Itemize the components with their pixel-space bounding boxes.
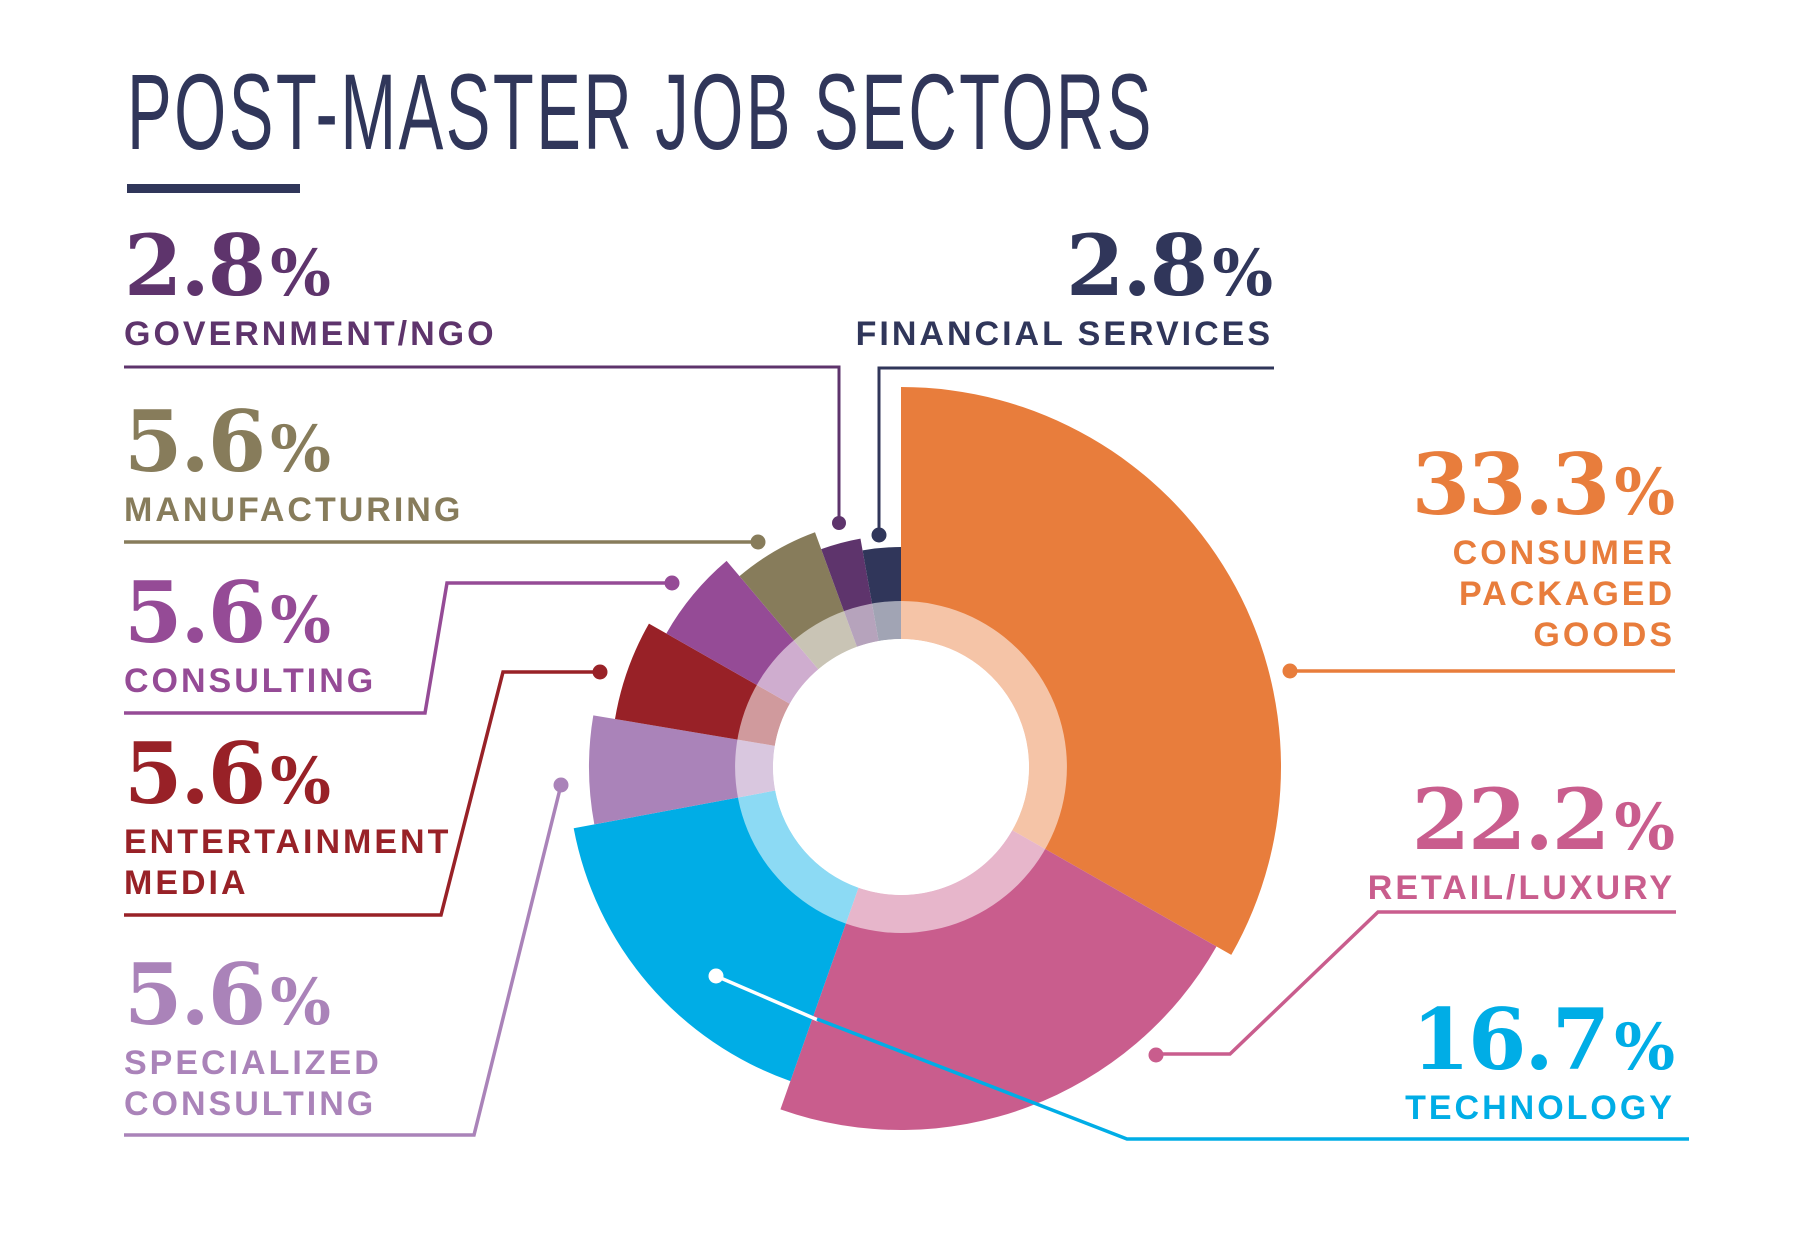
label-entertainment: 5.6% ENTERTAINMENT MEDIA bbox=[124, 724, 452, 904]
label-entertainment-name-1: ENTERTAINMENT bbox=[124, 823, 452, 861]
wedge-specialized-consulting bbox=[589, 715, 776, 825]
label-consumer-name-1: CONSUMER bbox=[1452, 534, 1675, 572]
label-consulting-value: 5.6% bbox=[124, 563, 331, 662]
leader-line-technology-inner bbox=[715, 974, 819, 1022]
leader-dot-specialized bbox=[553, 777, 569, 793]
label-entertainment-value: 5.6% bbox=[124, 724, 331, 823]
leader-dot-technology bbox=[708, 968, 724, 984]
label-gov-name: GOVERNMENT/NGO bbox=[124, 315, 497, 353]
leader-dot-consulting bbox=[664, 575, 680, 591]
label-manufacturing-name: MANUFACTURING bbox=[124, 491, 464, 529]
label-gov: 2.8% GOVERNMENT/NGO bbox=[124, 216, 497, 355]
label-consumer: 33.3% CONSUMER PACKAGED GOODS bbox=[1411, 435, 1675, 656]
leader-line-gov bbox=[124, 365, 841, 523]
label-manufacturing-value: 5.6% bbox=[124, 392, 331, 491]
label-technology-name: TECHNOLOGY bbox=[1405, 1089, 1675, 1127]
leader-dot-entertainment bbox=[592, 664, 608, 680]
label-gov-value: 2.8% bbox=[124, 216, 331, 315]
label-consulting: 5.6% CONSULTING bbox=[124, 563, 377, 702]
label-entertainment-name-2: MEDIA bbox=[124, 864, 249, 902]
title-underline bbox=[127, 184, 300, 193]
label-financial-value: 2.8% bbox=[1066, 216, 1273, 315]
leader-line-specialized bbox=[124, 784, 563, 1137]
label-consulting-name: CONSULTING bbox=[124, 662, 377, 700]
label-technology-value: 16.7% bbox=[1411, 990, 1675, 1089]
label-specialized-value: 5.6% bbox=[124, 945, 331, 1044]
label-consumer-name-3: GOODS bbox=[1533, 616, 1675, 654]
leader-line-retail bbox=[1156, 910, 1676, 1056]
label-financial-name: FINANCIAL SERVICES bbox=[855, 315, 1273, 353]
leader-line-technology bbox=[816, 1017, 1689, 1141]
leader-line-entertainment bbox=[124, 670, 600, 917]
leader-dot-gov bbox=[832, 516, 846, 530]
label-technology: 16.7% TECHNOLOGY bbox=[1405, 990, 1675, 1129]
leader-dot-retail bbox=[1148, 1047, 1164, 1063]
leader-dot-consumer bbox=[1282, 663, 1298, 679]
label-specialized-name-2: CONSULTING bbox=[124, 1085, 377, 1123]
leader-line-financial bbox=[877, 366, 1274, 535]
label-consumer-name-2: PACKAGED bbox=[1458, 575, 1675, 613]
page-title: POST-MASTER JOB SECTORS bbox=[127, 51, 1154, 172]
label-specialized: 5.6% SPECIALIZED CONSULTING bbox=[124, 945, 382, 1125]
chart-inner-ring bbox=[735, 601, 1067, 933]
label-financial: 2.8% FINANCIAL SERVICES bbox=[855, 216, 1273, 355]
label-retail-value: 22.2% bbox=[1411, 770, 1675, 869]
center-hole bbox=[773, 639, 1029, 895]
leader-line-consulting bbox=[124, 581, 672, 715]
leader-dot-manufacturing bbox=[750, 534, 766, 550]
label-consumer-value: 33.3% bbox=[1411, 435, 1675, 534]
label-retail: 22.2% RETAIL/LUXURY bbox=[1367, 770, 1675, 909]
label-specialized-name-1: SPECIALIZED bbox=[124, 1044, 382, 1082]
label-retail-name: RETAIL/LUXURY bbox=[1367, 869, 1675, 907]
leader-dot-financial bbox=[871, 527, 887, 543]
wedge-consumer-packaged-goods bbox=[901, 387, 1282, 955]
leader-lines bbox=[124, 365, 1689, 1141]
label-manufacturing: 5.6% MANUFACTURING bbox=[124, 392, 464, 531]
